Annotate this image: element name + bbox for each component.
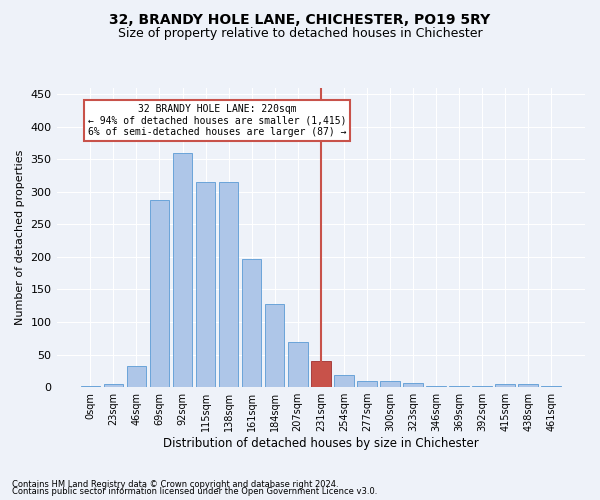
Bar [127,366,146,387]
Bar [288,342,308,387]
Bar [380,380,400,387]
Bar [334,374,353,387]
Bar [265,304,284,387]
Text: Contains HM Land Registry data © Crown copyright and database right 2024.: Contains HM Land Registry data © Crown c… [12,480,338,489]
Y-axis label: Number of detached properties: Number of detached properties [15,150,25,325]
Bar [196,182,215,387]
Bar [173,153,193,387]
Text: 32, BRANDY HOLE LANE, CHICHESTER, PO19 5RY: 32, BRANDY HOLE LANE, CHICHESTER, PO19 5… [109,12,491,26]
Bar [472,386,492,387]
Bar [311,361,331,387]
Bar [426,386,446,387]
X-axis label: Distribution of detached houses by size in Chichester: Distribution of detached houses by size … [163,437,479,450]
Bar [541,386,561,387]
Bar [242,259,262,387]
Bar [219,182,238,387]
Bar [496,384,515,387]
Bar [403,383,423,387]
Text: Size of property relative to detached houses in Chichester: Size of property relative to detached ho… [118,28,482,40]
Text: 32 BRANDY HOLE LANE: 220sqm
← 94% of detached houses are smaller (1,415)
6% of s: 32 BRANDY HOLE LANE: 220sqm ← 94% of det… [88,104,346,137]
Bar [449,386,469,387]
Bar [80,386,100,387]
Bar [149,200,169,387]
Bar [518,384,538,387]
Bar [104,384,123,387]
Bar [357,380,377,387]
Text: Contains public sector information licensed under the Open Government Licence v3: Contains public sector information licen… [12,487,377,496]
